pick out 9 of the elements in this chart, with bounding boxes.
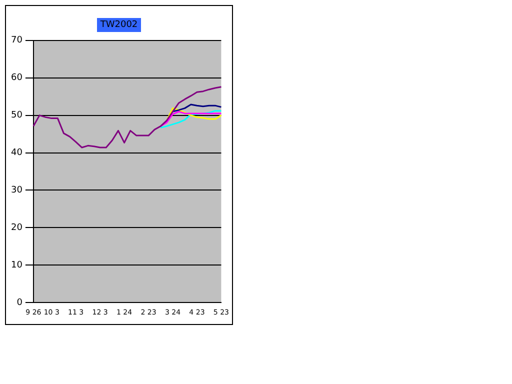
y-tick-label: 10 (11, 260, 23, 270)
y-tick-label: 30 (11, 186, 23, 196)
y-tick-label: 20 (11, 223, 23, 234)
y-tick-label: 40 (11, 148, 23, 158)
chart-title: TW2002 (97, 18, 141, 32)
y-tick-label: 70 (11, 36, 23, 46)
y-tick-label: 50 (11, 110, 23, 121)
y-tick-label: 60 (11, 73, 23, 84)
y-tick-label: 0 (16, 298, 23, 308)
